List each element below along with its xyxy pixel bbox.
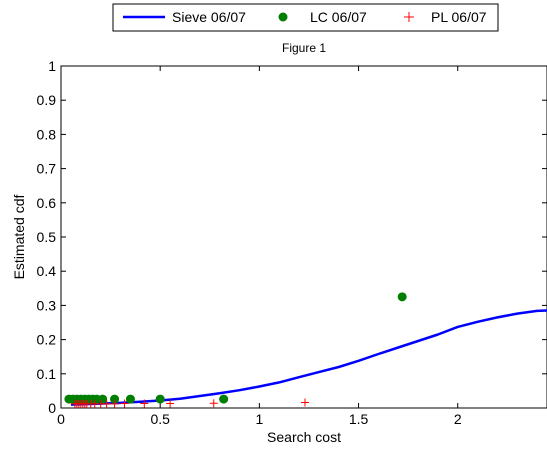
y-tick-label: 0.3 [37, 297, 57, 313]
legend: Sieve 06/07 LC 06/07 PL 06/07 [112, 3, 499, 32]
legend-circle-swatch [278, 12, 288, 22]
y-tick-label: 0.8 [37, 126, 57, 142]
pl-point [209, 399, 218, 408]
y-tick-label: 1 [48, 58, 56, 74]
plot-area [60, 65, 547, 409]
y-tick-label: 0.2 [37, 332, 57, 348]
y-tick-label: 0.1 [37, 366, 57, 382]
lc-point [397, 292, 407, 302]
lc-point [98, 394, 108, 404]
pl-point [110, 399, 119, 408]
legend-label-lc: LC 06/07 [310, 9, 367, 25]
legend-entry-pl: PL 06/07 [404, 9, 487, 25]
pl-point [120, 399, 129, 408]
legend-label-sieve: Sieve 06/07 [172, 9, 246, 25]
lc-point [219, 394, 229, 404]
lc-point [155, 394, 165, 404]
pl-point [140, 399, 149, 408]
x-tick-label: 1.5 [349, 411, 369, 427]
pl-point [166, 399, 175, 408]
series-layer [64, 292, 547, 408]
chart-title: Figure 1 [282, 41, 326, 55]
legend-entry-sieve: Sieve 06/07 [123, 9, 246, 25]
y-tick-label: 0.9 [37, 92, 57, 108]
y-tick-label: 0.7 [37, 161, 57, 177]
legend-label-pl: PL 06/07 [431, 9, 487, 25]
y-tick-label: 0.5 [37, 229, 57, 245]
x-tick-label: 0 [57, 411, 65, 427]
x-tick-label: 0.5 [150, 411, 170, 427]
pl-point [300, 398, 309, 407]
lc-point [125, 394, 135, 404]
y-axis: 0 0.1 0.2 0.3 0.4 0.5 0.6 0.7 0.8 0.9 1 [37, 58, 547, 416]
pl-point [102, 399, 111, 408]
legend-box [112, 3, 499, 32]
x-tick-label: 2 [454, 411, 462, 427]
y-tick-label: 0.4 [37, 263, 57, 279]
y-tick-label: 0 [48, 400, 56, 416]
lc-point [110, 394, 120, 404]
y-axis-label: Estimated cdf [11, 194, 27, 279]
legend-entry-lc: LC 06/07 [278, 9, 367, 25]
y-tick-label: 0.6 [37, 195, 57, 211]
x-axis: 0 0.5 1 1.5 2 [57, 66, 462, 427]
x-tick-label: 1 [255, 411, 263, 427]
x-axis-label: Search cost [267, 429, 341, 445]
